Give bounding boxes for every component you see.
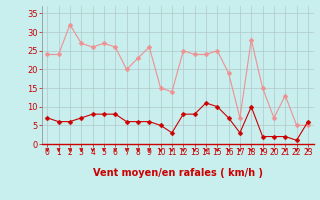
X-axis label: Vent moyen/en rafales ( km/h ): Vent moyen/en rafales ( km/h ) <box>92 168 263 178</box>
